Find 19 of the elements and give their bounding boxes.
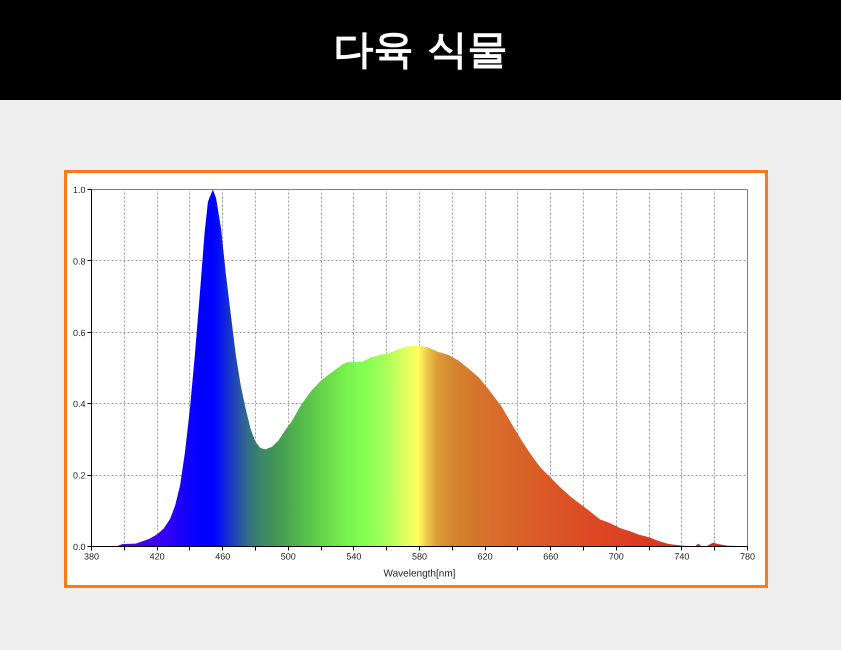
x-tick-label: 740: [674, 552, 690, 562]
y-tick-label: 0.2: [72, 470, 86, 481]
x-tick-label: 380: [84, 552, 100, 562]
x-tick-label: 620: [478, 552, 493, 562]
y-tick-label: 1.0: [72, 185, 86, 195]
x-tick-label: 460: [215, 552, 230, 562]
x-tick-label: 780: [740, 552, 756, 562]
x-tick-label: 540: [346, 552, 362, 562]
y-tick-label: 0.4: [72, 399, 86, 410]
x-axis-title: Wavelength[nm]: [384, 568, 456, 580]
x-tick-label: 580: [412, 552, 428, 562]
y-tick-label: 0.6: [72, 328, 86, 338]
x-tick-label: 700: [608, 552, 624, 562]
y-tick-label: 0.8: [72, 256, 86, 266]
x-tick-label: 660: [543, 552, 558, 562]
x-tick-label: 420: [150, 552, 165, 562]
y-tick-label: 0.0: [72, 542, 86, 552]
chart-title: 다육 식물: [334, 26, 508, 75]
x-tick-label: 500: [280, 552, 296, 562]
